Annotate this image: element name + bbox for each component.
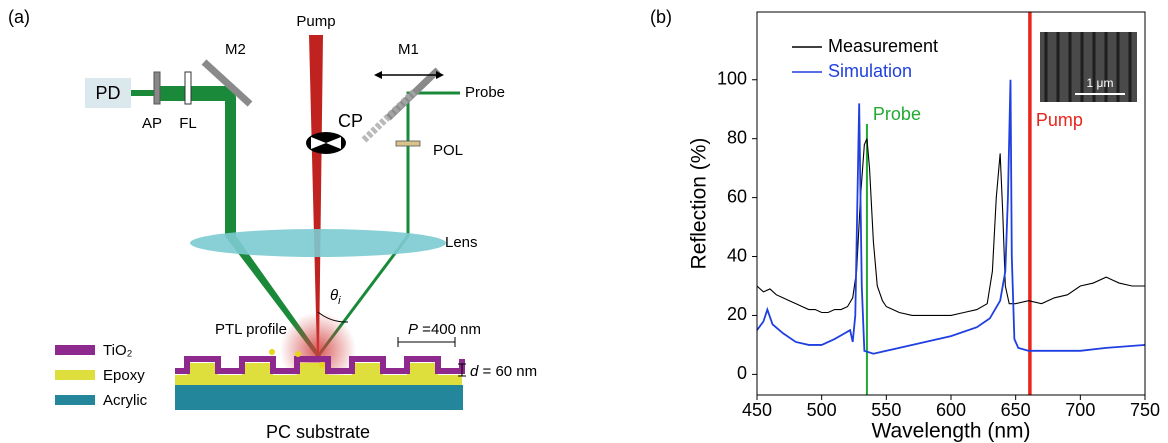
y-tick-label: 80 bbox=[727, 127, 747, 147]
legend-label: Simulation bbox=[828, 61, 912, 81]
aperture-label: AP bbox=[142, 115, 162, 132]
marker-label: Probe bbox=[873, 104, 921, 124]
chopper-slot bbox=[311, 137, 326, 149]
series-line bbox=[756, 138, 1145, 316]
detector-box bbox=[85, 78, 131, 108]
x-tick-label: 500 bbox=[807, 400, 837, 420]
pump-beam bbox=[309, 35, 323, 356]
angle-label: θi bbox=[330, 287, 341, 307]
series-line bbox=[756, 79, 1146, 355]
lens bbox=[190, 229, 446, 257]
y-tick-label: 40 bbox=[727, 245, 747, 265]
layer-label: Acrylic bbox=[103, 392, 148, 409]
y-tick-label: 20 bbox=[727, 304, 747, 324]
marker-label: Pump bbox=[1036, 110, 1083, 130]
beam bbox=[316, 91, 460, 357]
arrow-head bbox=[374, 71, 382, 79]
period-text: =400 nm bbox=[418, 321, 481, 338]
x-tick-label: 750 bbox=[1130, 400, 1160, 420]
legend-swatch bbox=[55, 345, 95, 355]
x-tick-label: 600 bbox=[936, 400, 966, 420]
filter bbox=[184, 71, 192, 105]
depth-label: d = 60 nm bbox=[470, 363, 537, 380]
beam bbox=[131, 90, 158, 96]
x-axis-title: Wavelength (nm) bbox=[871, 420, 1030, 443]
legend-swatch bbox=[55, 370, 95, 380]
probe-label: Probe bbox=[465, 84, 505, 101]
y-axis-title: Reflection (%) bbox=[688, 138, 711, 270]
profile-label: PTL profile bbox=[215, 321, 287, 338]
mirror bbox=[201, 59, 253, 107]
panel-label: (a) bbox=[8, 7, 30, 27]
setup-diagram: (a) PD AP FL M2 M1 Probe POL Pump CP Len… bbox=[8, 7, 537, 442]
chopper-slot bbox=[326, 137, 341, 149]
y-tick-label: 60 bbox=[727, 186, 747, 206]
particle bbox=[295, 351, 301, 357]
legend-label: Measurement bbox=[828, 36, 938, 56]
substrate-label: PC substrate bbox=[266, 422, 370, 442]
angle-subscript: i bbox=[338, 295, 341, 307]
mirror-label: M2 bbox=[225, 41, 246, 58]
mirror bbox=[361, 89, 417, 143]
x-tick-label: 700 bbox=[1065, 400, 1095, 420]
period-var: P bbox=[408, 321, 418, 338]
aperture bbox=[153, 71, 161, 105]
detector-label: PD bbox=[95, 83, 120, 103]
particle bbox=[269, 349, 275, 355]
arrow-head bbox=[436, 71, 444, 79]
lens-label: Lens bbox=[445, 234, 478, 251]
layer-label: TiO₂ bbox=[103, 342, 133, 359]
x-tick-label: 550 bbox=[871, 400, 901, 420]
chopper-label: CP bbox=[338, 111, 363, 131]
period-label: P =400 nm bbox=[408, 321, 481, 338]
y-tick-label: 0 bbox=[737, 363, 747, 383]
polarizer bbox=[395, 140, 421, 147]
layer-label: Epoxy bbox=[103, 367, 145, 384]
x-tick-label: 450 bbox=[742, 400, 772, 420]
depth-var: d bbox=[470, 363, 479, 380]
inset-scale-label: 1 μm bbox=[1087, 76, 1114, 90]
panel-label: (b) bbox=[650, 7, 672, 27]
tio2-layer bbox=[175, 356, 465, 374]
y-tick-label: 100 bbox=[717, 69, 747, 89]
filter-label: FL bbox=[179, 115, 197, 132]
acrylic-layer bbox=[175, 385, 463, 410]
x-tick-label: 650 bbox=[1001, 400, 1031, 420]
legend-swatch bbox=[55, 395, 95, 405]
epoxy-layer bbox=[175, 363, 462, 385]
angle-symbol: θ bbox=[330, 287, 338, 304]
depth-text: = 60 nm bbox=[478, 363, 537, 380]
inset-image bbox=[1040, 32, 1137, 102]
particle bbox=[319, 362, 325, 368]
polarizer-label: POL bbox=[433, 142, 463, 159]
pump-label: Pump bbox=[296, 13, 335, 30]
spectrum-chart: (b) 1 μm Probe Pump Measurement Simulation 450… bbox=[650, 7, 1160, 443]
mirror-label: M1 bbox=[398, 41, 419, 58]
